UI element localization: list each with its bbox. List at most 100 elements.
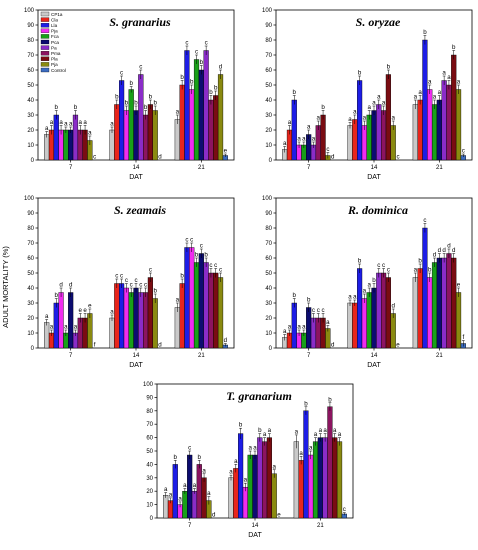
bar [142, 114, 149, 161]
bar [201, 477, 207, 519]
y-tick-label: 30 [265, 113, 272, 119]
legend-label: Pa [51, 45, 57, 50]
y-tick-label: 20 [265, 128, 272, 134]
significance-letter: b [125, 100, 129, 107]
significance-letter: c [134, 277, 137, 284]
bar [228, 477, 234, 519]
bar [390, 313, 396, 349]
y-tick-label: 30 [27, 113, 34, 119]
x-tick-label: 7 [307, 165, 311, 171]
significance-letter: b [214, 85, 218, 92]
bar [308, 454, 314, 519]
x-tick-label: 21 [436, 165, 443, 171]
legend-swatch [40, 56, 50, 61]
significance-letter: c [200, 243, 203, 250]
bar [293, 441, 299, 519]
bar [68, 129, 74, 161]
significance-letter: d [69, 282, 73, 289]
significance-letter: c [209, 262, 212, 269]
significance-letter: e [396, 342, 400, 349]
y-tick-label: 100 [262, 196, 273, 202]
significance-letter: b [372, 277, 376, 284]
bar [336, 441, 343, 519]
bar [381, 110, 387, 161]
significance-letter: e [88, 303, 92, 310]
bar [179, 283, 185, 349]
significance-letter: d [331, 342, 335, 349]
legend-swatch [40, 67, 50, 73]
bar [114, 283, 120, 349]
bar [203, 262, 209, 349]
significance-letter: b [293, 292, 297, 299]
significance-letter: a [317, 115, 321, 122]
bar [327, 406, 333, 519]
y-tick-label: 60 [265, 68, 272, 74]
significance-letter: b [239, 422, 243, 429]
significance-letter: e [83, 307, 87, 314]
y-tick-label: 10 [265, 143, 272, 149]
significance-letter: b [115, 94, 119, 101]
bar [291, 99, 297, 161]
bar [118, 80, 125, 161]
y-tick-label: 40 [27, 98, 34, 104]
bar [376, 104, 382, 161]
bar [128, 292, 134, 349]
x-tick-label: 21 [198, 165, 205, 171]
bar [431, 104, 438, 161]
bar [191, 491, 198, 519]
bar [123, 287, 130, 349]
significance-letter: a [283, 140, 287, 147]
significance-letter: c [317, 307, 320, 314]
significance-letter: b [307, 297, 311, 304]
bar [266, 437, 273, 519]
x-axis-title: DAT [129, 362, 143, 369]
significance-letter: a [414, 94, 418, 101]
bar [412, 277, 418, 349]
significance-letter: a [178, 495, 182, 502]
significance-letter: e [79, 307, 83, 314]
bar [87, 313, 93, 349]
x-axis-title: DAT [367, 362, 381, 369]
significance-letter: b [180, 273, 184, 280]
y-tick-label: 80 [146, 409, 153, 415]
significance-letter: a [333, 427, 337, 434]
y-tick-label: 50 [27, 271, 34, 277]
significance-letter: c [322, 307, 325, 314]
x-tick-label: 21 [198, 353, 205, 359]
bar [138, 74, 144, 161]
significance-letter: a [377, 94, 381, 101]
bar [385, 277, 392, 349]
x-tick-label: 7 [69, 353, 73, 359]
legend-label: Pla [51, 57, 58, 62]
bar [376, 272, 382, 349]
x-tick-label: 14 [252, 523, 259, 529]
significance-letter: a [183, 482, 187, 489]
x-tick-label: 21 [436, 353, 443, 359]
significance-letter: a [283, 328, 287, 335]
significance-letter: b [55, 104, 59, 111]
significance-letter: c [93, 154, 96, 161]
significance-letter: b [153, 100, 157, 107]
bar [152, 298, 158, 349]
bar [114, 104, 120, 161]
bar [427, 277, 433, 349]
x-axis-title: DAT [129, 174, 143, 181]
significance-letter: b [129, 80, 133, 87]
significance-letter: a [64, 121, 68, 128]
significance-letter: c [125, 277, 128, 284]
significance-letter: a [229, 469, 233, 476]
bar [385, 74, 392, 161]
bar [233, 468, 239, 519]
bar [366, 292, 372, 349]
significance-letter: d [219, 64, 223, 71]
significance-letter: a [193, 482, 197, 489]
bar [109, 129, 115, 161]
significance-letter: b [198, 454, 202, 461]
significance-letter: b [293, 89, 297, 96]
significance-letter: a [74, 324, 78, 331]
significance-letter: b [180, 74, 184, 81]
y-tick-label: 0 [150, 516, 154, 522]
y-tick-label: 10 [146, 503, 153, 509]
bar [203, 50, 209, 161]
y-tick-label: 20 [27, 316, 34, 322]
